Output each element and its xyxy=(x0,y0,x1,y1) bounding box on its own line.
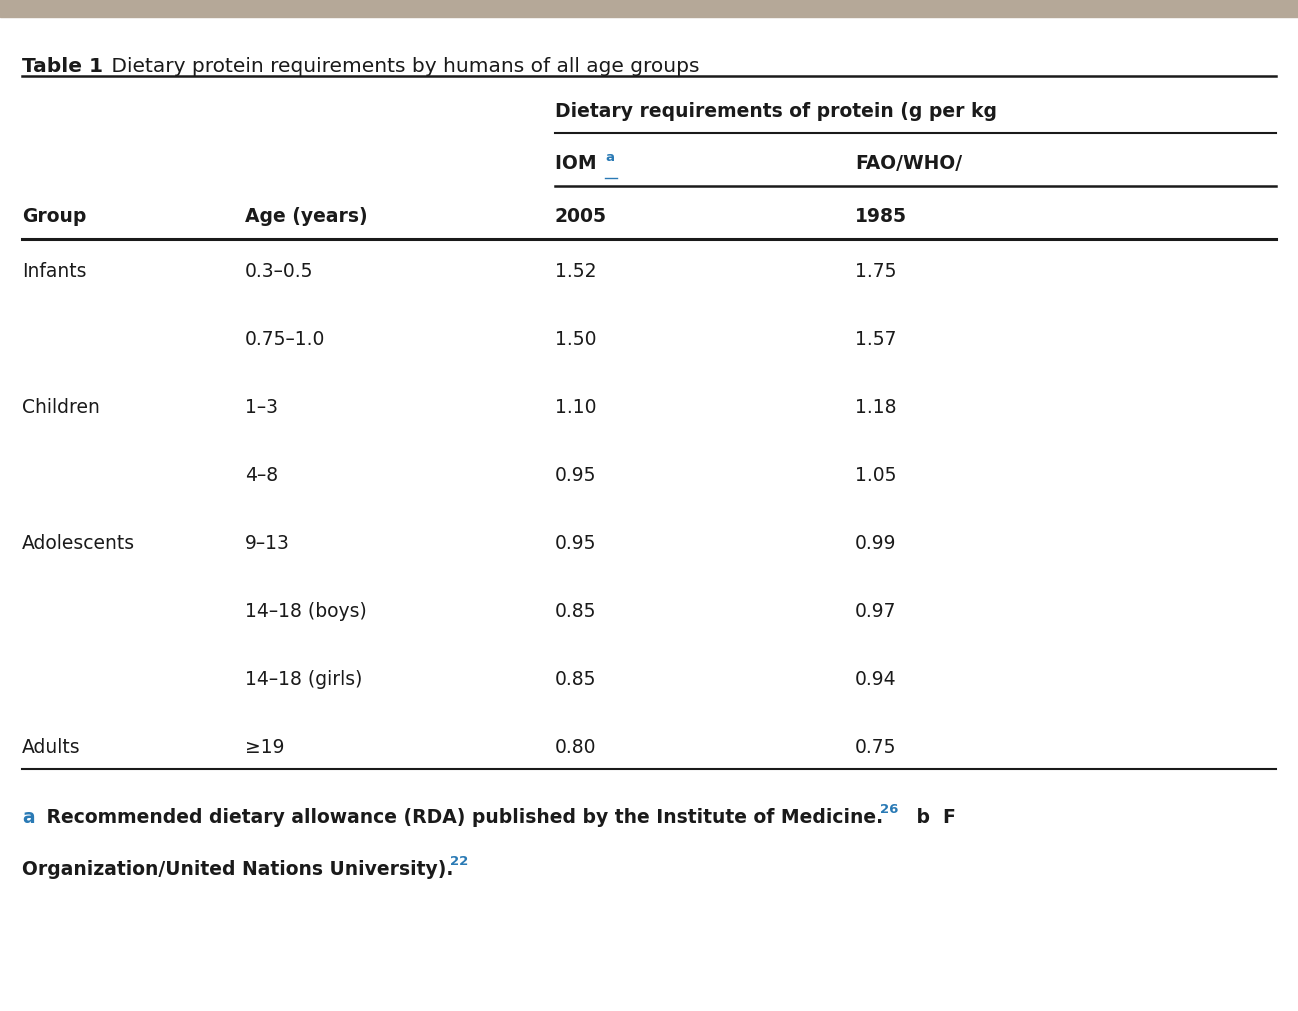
Text: 0.97: 0.97 xyxy=(855,602,897,621)
Text: 1985: 1985 xyxy=(855,207,907,225)
Text: 26: 26 xyxy=(880,802,898,815)
Text: Dietary protein requirements by humans of all age groups: Dietary protein requirements by humans o… xyxy=(105,57,700,76)
Text: 1.10: 1.10 xyxy=(556,397,597,417)
Text: 1.05: 1.05 xyxy=(855,465,897,484)
Text: 0.95: 0.95 xyxy=(556,465,597,484)
Text: 0.94: 0.94 xyxy=(855,669,897,688)
Text: Infants: Infants xyxy=(22,262,87,281)
Text: 4–8: 4–8 xyxy=(245,465,278,484)
Text: 1.18: 1.18 xyxy=(855,397,897,417)
Text: Adults: Adults xyxy=(22,737,80,756)
Text: 0.85: 0.85 xyxy=(556,669,597,688)
Text: a: a xyxy=(605,151,614,164)
Text: 2005: 2005 xyxy=(556,207,607,225)
Text: 22: 22 xyxy=(450,854,469,867)
Text: 0.95: 0.95 xyxy=(556,534,597,552)
Text: Recommended dietary allowance (RDA) published by the Institute of Medicine.: Recommended dietary allowance (RDA) publ… xyxy=(40,807,883,826)
Text: 0.3–0.5: 0.3–0.5 xyxy=(245,262,314,281)
Text: FAO/WHO/: FAO/WHO/ xyxy=(855,154,962,173)
Text: 0.80: 0.80 xyxy=(556,737,597,756)
Text: IOM: IOM xyxy=(556,154,604,173)
Text: 1–3: 1–3 xyxy=(245,397,278,417)
Text: 9–13: 9–13 xyxy=(245,534,289,552)
Text: 14–18 (boys): 14–18 (boys) xyxy=(245,602,367,621)
Text: 1.57: 1.57 xyxy=(855,330,897,349)
Text: Organization/United Nations University).: Organization/United Nations University). xyxy=(22,859,453,879)
Text: Children: Children xyxy=(22,397,100,417)
Text: 1.52: 1.52 xyxy=(556,262,597,281)
Text: 1.50: 1.50 xyxy=(556,330,597,349)
Text: 1.75: 1.75 xyxy=(855,262,897,281)
Text: Dietary requirements of protein (g per kg: Dietary requirements of protein (g per k… xyxy=(556,102,997,121)
Text: 14–18 (girls): 14–18 (girls) xyxy=(245,669,362,688)
Text: 0.75: 0.75 xyxy=(855,737,897,756)
Text: a: a xyxy=(22,807,35,826)
Text: Age (years): Age (years) xyxy=(245,207,367,225)
Text: Group: Group xyxy=(22,207,87,225)
Text: 0.99: 0.99 xyxy=(855,534,897,552)
Bar xyxy=(0,0,1298,18)
Text: Table 1: Table 1 xyxy=(22,57,103,76)
Text: b  F: b F xyxy=(910,807,955,826)
Text: 0.75–1.0: 0.75–1.0 xyxy=(245,330,326,349)
Text: 0.85: 0.85 xyxy=(556,602,597,621)
Text: Adolescents: Adolescents xyxy=(22,534,135,552)
Text: ≥19: ≥19 xyxy=(245,737,284,756)
